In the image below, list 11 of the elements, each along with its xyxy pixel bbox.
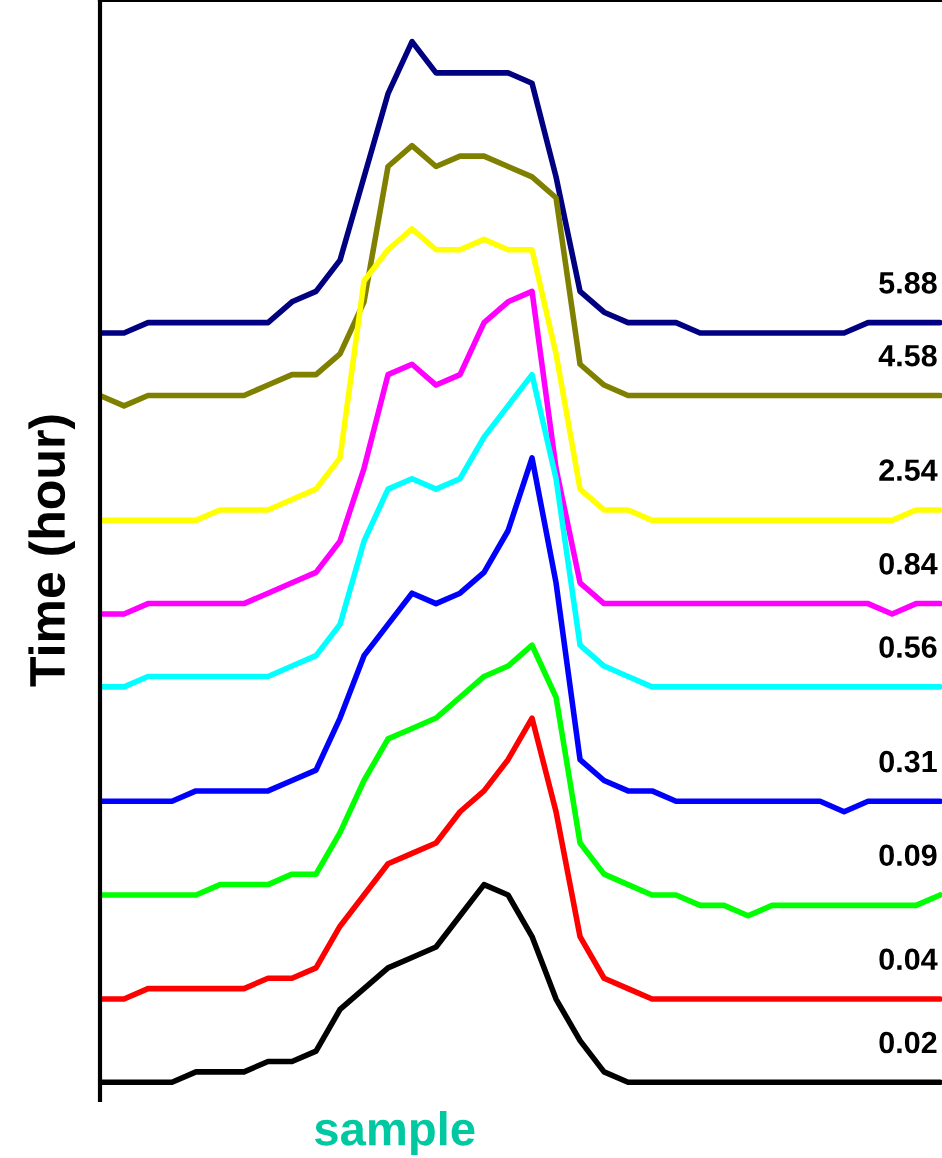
series-label: 5.88 [879, 272, 937, 294]
x-axis-title: sample [314, 1111, 475, 1156]
series-label: 0.31 [879, 750, 937, 773]
series-label: 0.04 [879, 948, 938, 971]
series-label: 0.09 [879, 844, 937, 867]
series-label: 0.56 [879, 636, 937, 658]
series-label: 4.58 [878, 344, 937, 367]
y-axis-title: Time (hour) [28, 415, 75, 687]
series-label: 0.02 [879, 1031, 937, 1054]
series-label: 0.84 [879, 553, 938, 575]
series-label: 2.54 [879, 459, 938, 481]
